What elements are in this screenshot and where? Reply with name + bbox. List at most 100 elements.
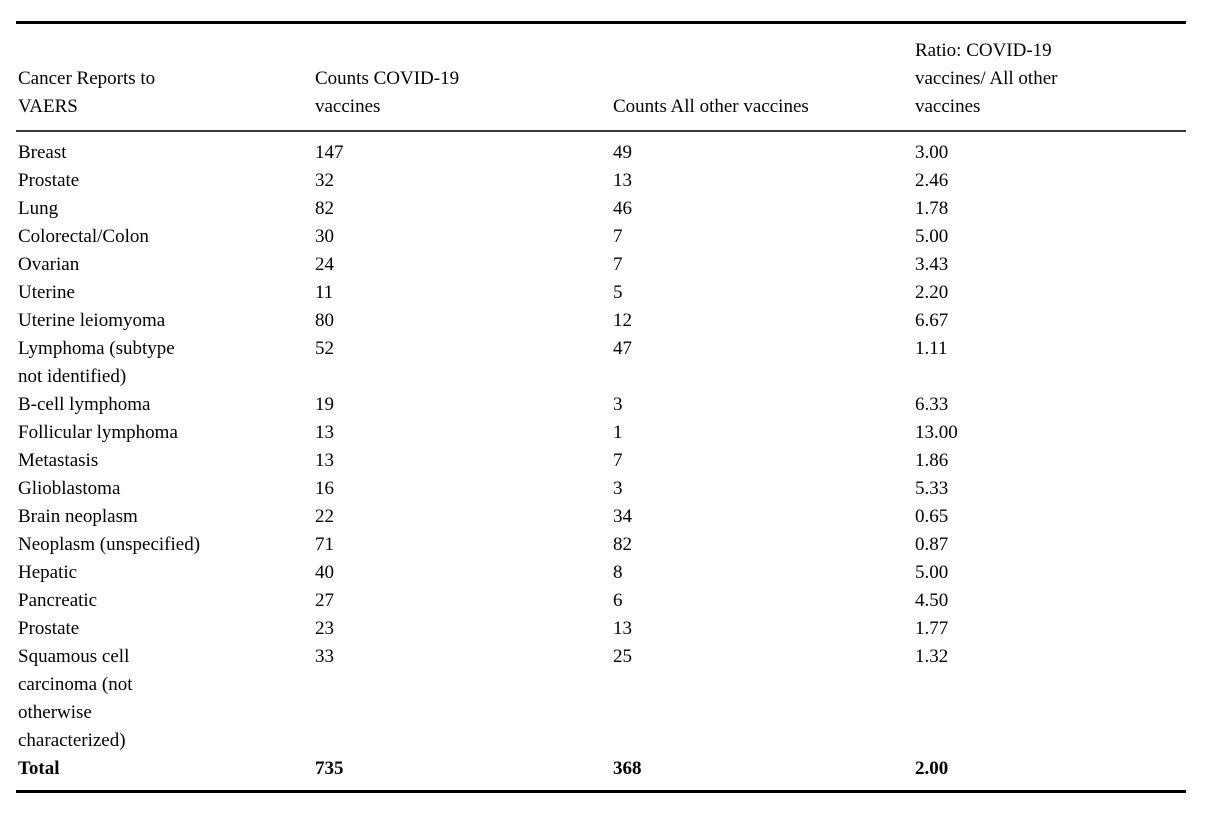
table-row: Glioblastoma 16 3 5.33	[16, 475, 1186, 503]
cell-counts-other: 13	[613, 170, 632, 191]
cell-ratio: 1.32	[915, 646, 949, 667]
cell-counts-other: 1	[613, 422, 623, 443]
cell-cancer-type: Lymphoma (subtype not identified)	[18, 338, 175, 387]
table-row: Lymphoma (subtype not identified) 52 47 …	[16, 335, 1186, 391]
cell-counts-covid: 735	[315, 758, 344, 779]
cell-counts-covid: 23	[315, 618, 334, 639]
cell-cancer-type: Prostate	[18, 618, 80, 639]
cell-ratio: 1.86	[915, 450, 949, 471]
cell-counts-covid: 30	[315, 226, 334, 247]
column-header-cancer-reports: Cancer Reports to VAERS	[16, 22, 313, 132]
table-row: Lung 82 46 1.78	[16, 195, 1186, 223]
table-container: Cancer Reports to VAERS Counts COVID-19 …	[16, 21, 1186, 793]
cell-cancer-type: Ovarian	[18, 254, 80, 275]
cell-cancer-type: Squamous cell carcinoma (not otherwise c…	[18, 646, 133, 751]
vaers-cancer-table: Cancer Reports to VAERS Counts COVID-19 …	[16, 21, 1186, 793]
cell-counts-other: 49	[613, 142, 632, 163]
table-row: Ovarian 24 7 3.43	[16, 251, 1186, 279]
cell-cancer-type: Breast	[18, 142, 67, 163]
table-row: Squamous cell carcinoma (not otherwise c…	[16, 643, 1186, 755]
cell-counts-covid: 82	[315, 198, 334, 219]
cell-cancer-type: Pancreatic	[18, 590, 98, 611]
table-row: Breast 147 49 3.00	[16, 131, 1186, 167]
cell-ratio: 1.78	[915, 198, 949, 219]
column-header-ratio: Ratio: COVID-19 vaccines/ All other vacc…	[913, 22, 1186, 132]
table-row: Follicular lymphoma 13 1 13.00	[16, 419, 1186, 447]
cell-counts-covid: 13	[315, 450, 334, 471]
cell-ratio: 3.00	[915, 142, 949, 163]
cell-counts-other: 5	[613, 282, 623, 303]
cell-counts-covid: 19	[315, 394, 334, 415]
table-row: Prostate 23 13 1.77	[16, 615, 1186, 643]
cell-cancer-type: Metastasis	[18, 450, 99, 471]
cell-counts-other: 34	[613, 506, 632, 527]
cell-cancer-type: Glioblastoma	[18, 478, 121, 499]
cell-counts-other: 13	[613, 618, 632, 639]
table-row: B-cell lymphoma 19 3 6.33	[16, 391, 1186, 419]
cell-counts-covid: 33	[315, 646, 334, 667]
cell-counts-covid: 71	[315, 534, 334, 555]
cell-ratio: 13.00	[915, 422, 958, 443]
cell-ratio: 0.87	[915, 534, 949, 555]
cell-counts-other: 7	[613, 450, 623, 471]
header-row: Cancer Reports to VAERS Counts COVID-19 …	[16, 22, 1186, 132]
cell-counts-other: 8	[613, 562, 623, 583]
table-header: Cancer Reports to VAERS Counts COVID-19 …	[16, 22, 1186, 132]
cell-counts-other: 46	[613, 198, 632, 219]
table-row: Uterine 11 5 2.20	[16, 279, 1186, 307]
cell-ratio: 0.65	[915, 506, 949, 527]
cell-counts-other: 6	[613, 590, 623, 611]
cell-counts-other: 82	[613, 534, 632, 555]
cell-counts-covid: 24	[315, 254, 334, 275]
cell-cancer-type: Neoplasm (unspecified)	[18, 534, 201, 555]
table-body: Breast 147 49 3.00 Prostate 32 13 2.46 L…	[16, 131, 1186, 792]
cell-counts-other: 3	[613, 478, 623, 499]
cell-ratio: 4.50	[915, 590, 949, 611]
cell-ratio: 6.67	[915, 310, 949, 331]
column-header-counts-other: Counts All other vaccines	[611, 22, 913, 132]
cell-counts-other: 7	[613, 254, 623, 275]
table-row: Uterine leiomyoma 80 12 6.67	[16, 307, 1186, 335]
cell-ratio: 1.11	[915, 338, 948, 359]
cell-counts-other: 3	[613, 394, 623, 415]
table-row: Neoplasm (unspecified) 71 82 0.87	[16, 531, 1186, 559]
table-row: Pancreatic 27 6 4.50	[16, 587, 1186, 615]
cell-cancer-type: Brain neoplasm	[18, 506, 138, 527]
cell-cancer-type: Follicular lymphoma	[18, 422, 178, 443]
cell-ratio: 1.77	[915, 618, 949, 639]
cell-counts-covid: 147	[315, 142, 344, 163]
cell-counts-covid: 52	[315, 338, 334, 359]
cell-counts-covid: 13	[315, 422, 334, 443]
cell-counts-other: 47	[613, 338, 632, 359]
cell-ratio: 2.20	[915, 282, 949, 303]
cell-counts-other: 25	[613, 646, 632, 667]
cell-counts-covid: 22	[315, 506, 334, 527]
cell-cancer-type: Uterine	[18, 282, 75, 303]
cell-counts-covid: 27	[315, 590, 334, 611]
cell-ratio: 2.46	[915, 170, 949, 191]
cell-ratio: 3.43	[915, 254, 949, 275]
table-row: Total 735 368 2.00	[16, 755, 1186, 792]
column-header-counts-covid: Counts COVID-19 vaccines	[313, 22, 611, 132]
cell-cancer-type: Lung	[18, 198, 59, 219]
cell-cancer-type: Prostate	[18, 170, 80, 191]
cell-cancer-type: B-cell lymphoma	[18, 394, 151, 415]
cell-ratio: 2.00	[915, 758, 949, 779]
cell-cancer-type: Hepatic	[18, 562, 78, 583]
cell-cancer-type: Uterine leiomyoma	[18, 310, 166, 331]
cell-cancer-type: Total	[18, 758, 60, 779]
cell-ratio: 5.33	[915, 478, 949, 499]
cell-counts-covid: 16	[315, 478, 334, 499]
cell-ratio: 5.00	[915, 226, 949, 247]
cell-counts-covid: 40	[315, 562, 334, 583]
cell-counts-covid: 11	[315, 282, 334, 303]
cell-counts-other: 12	[613, 310, 632, 331]
cell-counts-covid: 80	[315, 310, 334, 331]
cell-counts-covid: 32	[315, 170, 334, 191]
table-row: Brain neoplasm 22 34 0.65	[16, 503, 1186, 531]
table-row: Prostate 32 13 2.46	[16, 167, 1186, 195]
table-row: Hepatic 40 8 5.00	[16, 559, 1186, 587]
table-row: Colorectal/Colon 30 7 5.00	[16, 223, 1186, 251]
cell-ratio: 5.00	[915, 562, 949, 583]
